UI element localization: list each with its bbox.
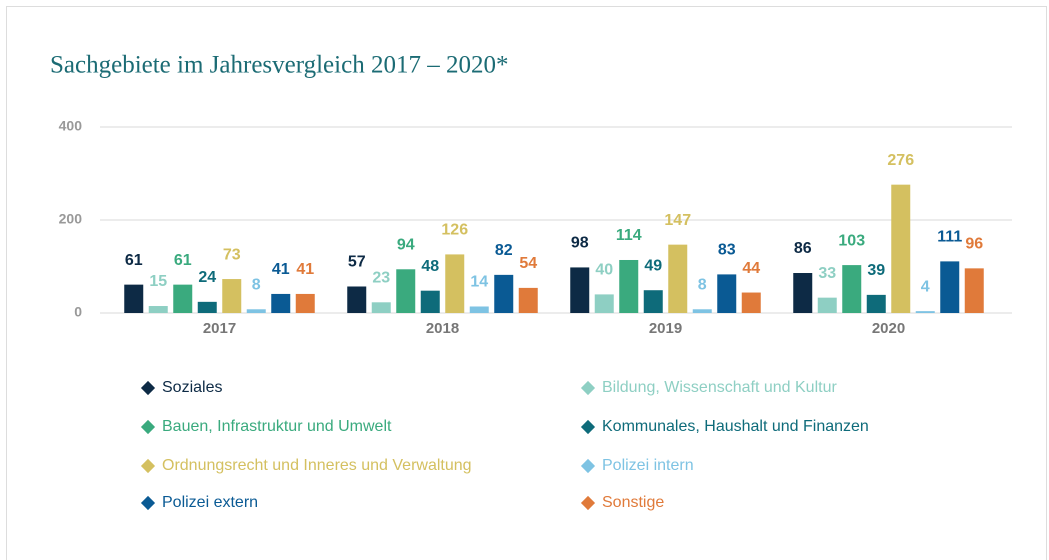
bar <box>173 284 193 313</box>
bar <box>891 184 911 313</box>
bar <box>741 292 761 313</box>
data-label: 126 <box>441 222 468 239</box>
bar <box>594 294 614 313</box>
bar <box>964 268 984 313</box>
data-label: 73 <box>223 246 241 263</box>
legend-marker <box>580 380 596 396</box>
bar <box>643 290 663 313</box>
legend-label: Kommunales, Haushalt und Finanzen <box>602 418 869 435</box>
data-label: 82 <box>495 242 513 259</box>
data-label: 23 <box>372 270 390 287</box>
bar <box>817 297 837 313</box>
data-label: 98 <box>571 235 589 252</box>
legend-label: Soziales <box>162 379 222 396</box>
bar <box>148 306 168 313</box>
data-label: 57 <box>348 254 366 271</box>
legend-label: Sonstige <box>602 494 664 511</box>
bar <box>197 301 217 313</box>
y-tick-label: 0 <box>74 304 82 320</box>
card <box>6 6 1047 560</box>
bar <box>469 306 489 313</box>
bar <box>347 286 367 313</box>
data-label: 39 <box>867 262 885 279</box>
data-label: 33 <box>818 265 836 282</box>
legend-label: Bildung, Wissenschaft und Kultur <box>602 379 837 396</box>
data-label: 15 <box>149 273 167 290</box>
legend-marker <box>140 380 156 396</box>
data-label: 86 <box>794 240 812 257</box>
data-label: 61 <box>174 252 192 269</box>
bar <box>692 309 712 313</box>
data-label: 4 <box>921 278 930 295</box>
data-label: 83 <box>718 242 736 259</box>
data-label: 41 <box>296 261 314 278</box>
legend-marker <box>140 495 156 511</box>
data-label: 94 <box>397 237 415 254</box>
legend-marker <box>140 458 156 474</box>
x-tick-label: 2017 <box>203 320 236 337</box>
y-tick-label: 200 <box>59 211 83 227</box>
data-label: 276 <box>887 152 914 169</box>
bar <box>246 309 266 313</box>
bar <box>420 290 440 313</box>
x-tick-label: 2018 <box>426 320 459 337</box>
data-label: 96 <box>965 236 983 253</box>
data-label: 54 <box>519 255 537 272</box>
data-label: 8 <box>698 276 707 293</box>
bar <box>915 311 935 313</box>
bar <box>518 287 538 313</box>
data-label: 147 <box>664 212 691 229</box>
data-label: 48 <box>421 258 439 275</box>
legend-marker <box>580 419 596 435</box>
data-label: 41 <box>272 261 290 278</box>
bar <box>271 293 291 313</box>
x-tick-label: 2020 <box>872 320 905 337</box>
legend-marker <box>140 419 156 435</box>
data-label: 111 <box>937 229 962 246</box>
data-label: 14 <box>470 274 488 291</box>
legend-label: Polizei intern <box>602 457 694 474</box>
data-label: 114 <box>616 227 642 244</box>
bar <box>842 265 862 313</box>
data-label: 103 <box>838 232 865 249</box>
bar <box>793 273 813 313</box>
legend-label: Polizei extern <box>162 494 258 511</box>
x-tick-label: 2019 <box>649 320 682 337</box>
bar <box>570 267 590 313</box>
data-label: 61 <box>125 252 143 269</box>
bar <box>445 254 465 313</box>
data-label: 8 <box>252 276 261 293</box>
bar <box>124 284 144 313</box>
bar <box>940 261 960 313</box>
data-label: 49 <box>644 257 662 274</box>
data-label: 24 <box>198 269 216 286</box>
bar <box>619 259 639 313</box>
chart-title: Sachgebiete im Jahresvergleich 2017 – 20… <box>50 52 508 79</box>
legend-marker <box>580 458 596 474</box>
y-tick-label: 400 <box>59 118 83 134</box>
bar <box>866 294 886 313</box>
bar <box>295 293 315 313</box>
bar <box>222 279 242 313</box>
bar <box>396 269 416 313</box>
bar <box>494 274 514 313</box>
legend-marker <box>580 495 596 511</box>
bar <box>668 244 688 313</box>
bar <box>371 302 391 313</box>
legend-label: Bauen, Infrastruktur und Umwelt <box>162 418 392 435</box>
bar <box>717 274 737 313</box>
data-label: 40 <box>595 262 613 279</box>
legend-label: Ordnungsrecht und Inneres und Verwaltung <box>162 457 472 474</box>
data-label: 44 <box>742 260 760 277</box>
